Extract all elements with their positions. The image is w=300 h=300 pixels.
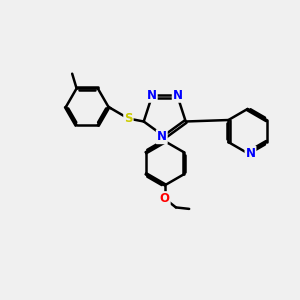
Text: N: N <box>147 89 157 102</box>
Text: N: N <box>173 89 183 102</box>
Text: S: S <box>124 112 133 125</box>
Text: O: O <box>160 192 170 205</box>
Text: N: N <box>157 130 167 143</box>
Text: N: N <box>245 147 256 160</box>
